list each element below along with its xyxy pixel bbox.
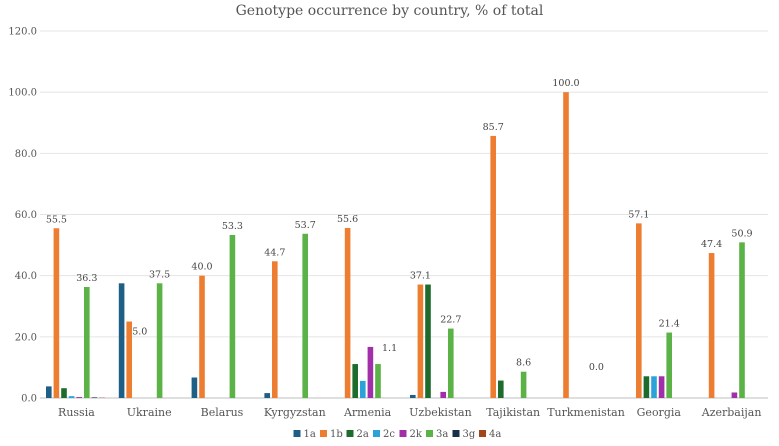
data-label: 55.5 (46, 214, 67, 225)
bar-russia-2c (68, 396, 75, 398)
legend-label: 2k (410, 429, 423, 440)
bar-georgia-2c (651, 376, 657, 398)
bar-azerbaijan-1b (708, 253, 715, 398)
data-label: 22.7 (440, 315, 461, 326)
bar-georgia-1b (636, 223, 642, 398)
y-tick-label: 40.0 (15, 271, 37, 282)
data-label: 55.6 (337, 214, 358, 225)
data-label: 40.0 (191, 262, 212, 273)
bar-tajikistan-3a (520, 371, 527, 398)
bar-turkmenistan-1b (563, 92, 569, 399)
legend-label: 3a (436, 429, 448, 440)
bar-belarus-1a (191, 377, 198, 398)
data-label: 53.3 (222, 221, 243, 232)
bar-georgia-2k (658, 376, 665, 398)
legend-label: 4a (489, 429, 501, 440)
legend-label: 3g (463, 429, 476, 440)
bar-kyrgyzstan-1a (264, 393, 270, 398)
bar-georgia-2a (643, 376, 650, 398)
bar-armenia-3a (375, 364, 381, 398)
legend-label: 1a (304, 429, 316, 440)
x-tick-label: Georgia (637, 406, 682, 419)
data-label: 44.7 (264, 247, 285, 258)
x-tick-label: Belarus (201, 406, 244, 419)
bar-ukraine-1a (118, 283, 125, 398)
data-label: 8.6 (516, 358, 531, 369)
bar-russia-2a (61, 388, 67, 398)
bar-kyrgyzstan-3a (302, 233, 308, 398)
bar-armenia-2a (352, 364, 358, 398)
data-label: 21.4 (659, 319, 680, 330)
x-tick-label: Turkmenistan (547, 406, 625, 419)
bar-tajikistan-2a (498, 380, 504, 398)
x-tick-label: Armenia (343, 406, 392, 419)
x-axis: Russia Ukraine Belarus Kyrgyzstan Armenia Uzb… (58, 406, 761, 419)
bar-azerbaijan-3a (739, 242, 745, 398)
bars (46, 92, 745, 399)
bar-russia-2k (76, 397, 82, 398)
y-tick-label: 100.0 (8, 88, 37, 99)
legend: 1a 1b 2a 2c 2k 3a 3g 4a (293, 429, 501, 440)
bar-uzbekistan-2a (425, 284, 431, 398)
legend-swatch-3a (426, 430, 433, 437)
bar-azerbaijan-2k (731, 392, 738, 398)
bar-armenia-2c (360, 380, 366, 398)
data-label: 47.4 (701, 239, 722, 250)
legend-label: 2a (357, 429, 369, 440)
legend-swatch-2a (346, 430, 354, 437)
data-label: 100.0 (552, 78, 579, 89)
data-label: 1.1 (382, 343, 397, 354)
x-tick-label: Tajikistan (486, 406, 540, 419)
data-label: 5.0 (132, 327, 147, 338)
chart-title: Genotype occurrence by country, % of tot… (236, 3, 544, 19)
legend-label: 1b (330, 429, 343, 440)
legend-swatch-1b (320, 430, 327, 437)
legend-swatch-2k (399, 430, 407, 437)
bar-belarus-1b (199, 275, 205, 398)
gridlines (40, 30, 768, 399)
bar-russia-3g (91, 397, 98, 398)
y-tick-label: 60.0 (15, 210, 37, 221)
bar-russia-3a (84, 286, 90, 398)
bar-armenia-1b (344, 227, 351, 398)
data-label: 50.9 (731, 228, 752, 239)
legend-swatch-3g (452, 430, 460, 437)
x-tick-label: Russia (58, 406, 95, 419)
legend-swatch-2c (373, 430, 380, 437)
y-tick-label: 80.0 (15, 149, 37, 160)
data-label: 53.7 (295, 220, 316, 231)
bar-uzbekistan-2k (440, 391, 446, 398)
y-tick-label: 0.0 (21, 394, 37, 405)
bar-uzbekistan-3a (448, 328, 454, 398)
y-tick-label: 20.0 (15, 332, 37, 343)
bar-russia-1a (46, 386, 52, 398)
bar-uzbekistan-1b (417, 284, 424, 398)
bar-tajikistan-1b (490, 135, 496, 399)
x-tick-label: Ukraine (127, 406, 172, 419)
bar-kyrgyzstan-1b (272, 261, 278, 398)
data-label: 57.1 (628, 209, 649, 220)
bar-ukraine-3a (156, 283, 163, 398)
bar-ukraine-1b (126, 321, 132, 398)
y-tick-label: 120.0 (8, 27, 37, 38)
bar-russia-1b (53, 228, 60, 398)
bar-georgia-3a (666, 332, 672, 398)
legend-swatch-4a (479, 430, 486, 437)
x-tick-label: Azerbaijan (701, 406, 762, 419)
bar-belarus-3a (229, 234, 236, 398)
x-tick-label: Uzbekistan (409, 406, 472, 419)
bar-uzbekistan-1a (410, 394, 416, 398)
legend-label: 2c (383, 429, 395, 440)
data-labels: 55.5 36.3 5.0 37.5 40.0 53.3 44.7 53.7 55.6 1.1 37… (46, 78, 753, 373)
data-label: 37.5 (149, 269, 170, 280)
legend-swatch-1a (293, 430, 301, 437)
y-axis: 0.0 20.0 40.0 60.0 80.0 100.0 120.0 (8, 27, 37, 405)
bar-armenia-2k (367, 346, 374, 398)
data-label: 85.7 (483, 122, 504, 133)
x-tick-label: Kyrgyzstan (264, 406, 326, 419)
data-label: 37.1 (410, 271, 431, 282)
data-label: 36.3 (76, 273, 97, 284)
data-label: 0.0 (589, 362, 604, 373)
